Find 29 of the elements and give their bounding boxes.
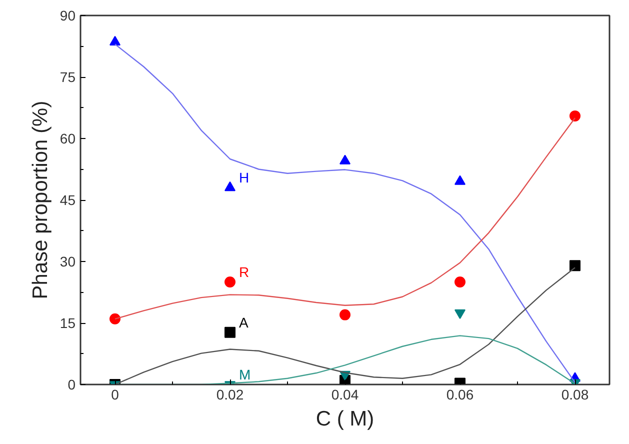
y-tick-label: 45 bbox=[60, 192, 76, 208]
y-tick-label: 30 bbox=[60, 254, 76, 270]
series-label: H bbox=[239, 170, 250, 186]
x-tick-label: 0.04 bbox=[331, 386, 359, 402]
point bbox=[224, 181, 236, 192]
y-tick-label: 0 bbox=[68, 376, 76, 392]
y-axis-title: Phase proportion (%) bbox=[28, 100, 52, 300]
point bbox=[454, 276, 466, 288]
x-tick-label: 0.08 bbox=[561, 386, 589, 402]
point bbox=[570, 110, 580, 122]
series-label: A bbox=[239, 314, 249, 330]
point bbox=[110, 36, 120, 46]
point bbox=[224, 326, 236, 338]
y-tick-label: 15 bbox=[60, 315, 76, 331]
point bbox=[224, 276, 236, 288]
y-tick-label: 75 bbox=[60, 69, 76, 85]
point bbox=[340, 309, 350, 320]
x-tick-label: 0.06 bbox=[446, 386, 474, 402]
y-tick-label: 90 bbox=[60, 8, 76, 24]
y-tick-label: 60 bbox=[60, 130, 76, 146]
point bbox=[340, 154, 350, 164]
x-tick-label: 0.02 bbox=[216, 386, 244, 402]
point bbox=[110, 313, 120, 324]
point bbox=[454, 175, 466, 185]
x-axis-title: C ( M) bbox=[316, 408, 374, 430]
series-label: M bbox=[239, 366, 251, 382]
series-label: R bbox=[239, 264, 250, 280]
x-tick-label: 0 bbox=[111, 386, 120, 402]
point bbox=[570, 260, 580, 272]
